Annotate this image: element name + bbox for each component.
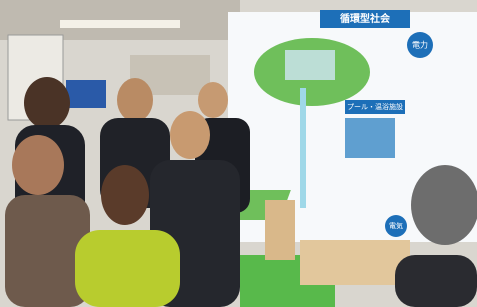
person-head xyxy=(170,111,210,159)
person-head xyxy=(12,135,64,195)
board-title: 循環型社会 xyxy=(340,12,390,25)
board-label: 電気 xyxy=(389,221,403,230)
person-head xyxy=(24,77,70,129)
person-head xyxy=(411,165,477,245)
person-head xyxy=(198,82,228,118)
wood-stand xyxy=(300,240,410,285)
person-head xyxy=(117,78,153,122)
flow-line xyxy=(300,88,306,208)
board-label: 電力 xyxy=(412,40,428,50)
ceiling-light xyxy=(60,20,180,28)
board-label: プール・温浴施設 xyxy=(347,102,403,111)
yellow-jacket xyxy=(75,230,180,307)
person-head xyxy=(101,165,149,225)
pool-illustration xyxy=(345,118,395,158)
person-suit xyxy=(395,255,477,307)
wood-pedestal xyxy=(265,200,295,260)
photo: 循環型社会 電力 プール・温浴施設 電気 xyxy=(0,0,477,307)
town-buildings xyxy=(285,50,335,80)
screen xyxy=(66,80,106,108)
